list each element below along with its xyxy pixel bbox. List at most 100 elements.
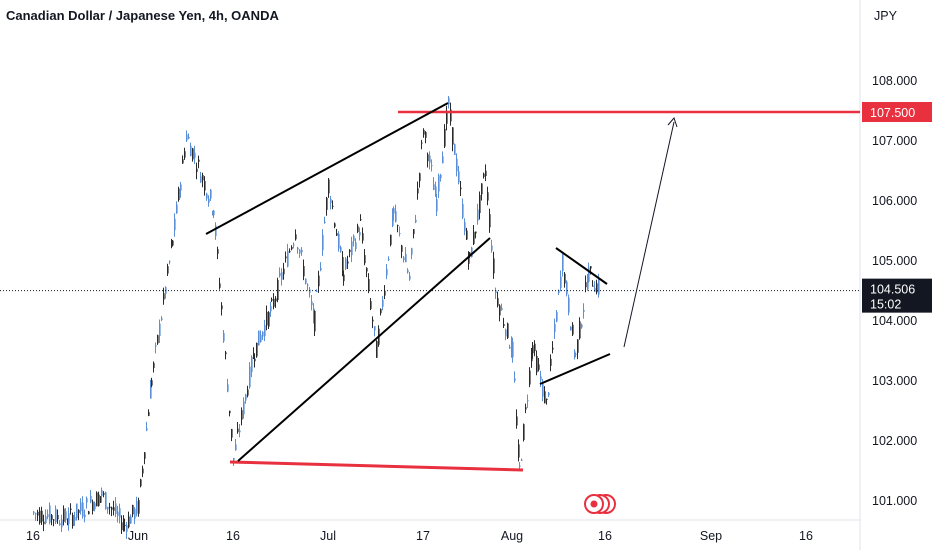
candle-body (364, 255, 366, 264)
candle-body (452, 127, 454, 145)
candle-body (548, 392, 550, 396)
countdown-timer: 15:02 (870, 298, 901, 312)
candle-body (360, 219, 362, 221)
candle-body (65, 511, 67, 520)
candle-body (94, 503, 96, 510)
candle-body (454, 144, 456, 155)
candle-body (161, 318, 163, 320)
triangle-upper-line[interactable] (555, 247, 608, 285)
candle-body (318, 275, 320, 287)
candle-body (320, 267, 322, 271)
candle-body (564, 273, 566, 284)
candle-body (507, 323, 509, 338)
candle-body (287, 250, 289, 267)
candle-body (245, 394, 247, 401)
candle-body (581, 324, 583, 328)
candle-body (219, 283, 221, 288)
candle-body (579, 321, 581, 339)
candle-body (433, 184, 435, 191)
candle-body (368, 279, 370, 291)
candle-body (479, 195, 481, 214)
candle-body (105, 492, 107, 510)
candle-body (497, 298, 499, 306)
projection-arrow-line[interactable] (623, 121, 675, 348)
candle-body (134, 508, 136, 519)
candle-body (450, 109, 452, 122)
candle-body (115, 503, 117, 515)
candle-body (180, 184, 182, 191)
candle-body (596, 283, 598, 293)
candle-body (107, 506, 109, 510)
candle-body (405, 253, 407, 263)
candle-body (525, 407, 527, 410)
candle-body (192, 148, 194, 160)
candle-body (82, 502, 84, 517)
candle-body (229, 410, 231, 414)
candle-body (473, 231, 475, 244)
candle-body (171, 242, 173, 245)
candle-body (270, 306, 272, 312)
triangle-lower-line[interactable] (539, 353, 611, 385)
candle-body (47, 514, 49, 518)
candle-body (577, 339, 579, 353)
candle-body (499, 305, 501, 316)
candle-body (266, 311, 268, 326)
candle-body (186, 134, 188, 141)
candle-body (532, 345, 534, 354)
candle-body (271, 299, 273, 301)
candle-body (63, 508, 65, 522)
candle-body (55, 508, 57, 523)
candle-body (45, 516, 47, 524)
support-line[interactable] (229, 460, 524, 472)
candle-body (90, 496, 92, 503)
candle-body (347, 261, 349, 264)
candle-body (332, 205, 334, 207)
candle-body (157, 335, 159, 344)
candle-body (594, 287, 596, 292)
candle-body (468, 255, 470, 264)
candle-body (328, 179, 330, 194)
candle-body (313, 308, 315, 319)
last-price-value: 104.506 (870, 283, 915, 297)
candle-body (39, 510, 41, 523)
candle-body (53, 519, 55, 521)
x-tick-label: 16 (226, 529, 240, 543)
y-tick-label: 106.000 (872, 194, 917, 208)
y-tick-label: 105.000 (872, 254, 917, 268)
candle-body (215, 225, 217, 237)
candle-body (163, 293, 165, 300)
candle-body (435, 186, 437, 197)
candle-body (37, 511, 39, 516)
candle-body (98, 494, 100, 506)
candle-body (305, 278, 307, 284)
channel-upper-line[interactable] (205, 102, 449, 235)
candle-body (423, 129, 425, 135)
candle-body (376, 341, 378, 358)
candle-body (190, 145, 192, 157)
candle-body (262, 331, 264, 337)
candle-body (448, 97, 450, 105)
projection-arrow-head (667, 117, 678, 128)
resistance-price-label: 107.500 (870, 106, 915, 120)
candle-body (142, 468, 144, 474)
candle-body (86, 498, 88, 503)
candle-body (542, 381, 544, 397)
candle-body (552, 347, 554, 350)
candle-body (534, 343, 536, 352)
candle-body (169, 261, 171, 263)
candle-body (585, 282, 587, 288)
candle-body (128, 516, 130, 528)
channel-lower-line[interactable] (237, 237, 491, 462)
candle-body (512, 341, 514, 358)
candle-body (100, 496, 102, 498)
y-tick-label: 107.000 (872, 134, 917, 148)
candle-body (501, 307, 503, 311)
candle-body (103, 493, 105, 495)
candle-body (587, 279, 589, 290)
candle-body (546, 398, 548, 401)
candle-body (247, 389, 249, 396)
candle-body (440, 174, 442, 179)
candle-body (560, 276, 562, 289)
chart-title: Canadian Dollar / Japanese Yen, 4h, OAND… (6, 8, 279, 23)
